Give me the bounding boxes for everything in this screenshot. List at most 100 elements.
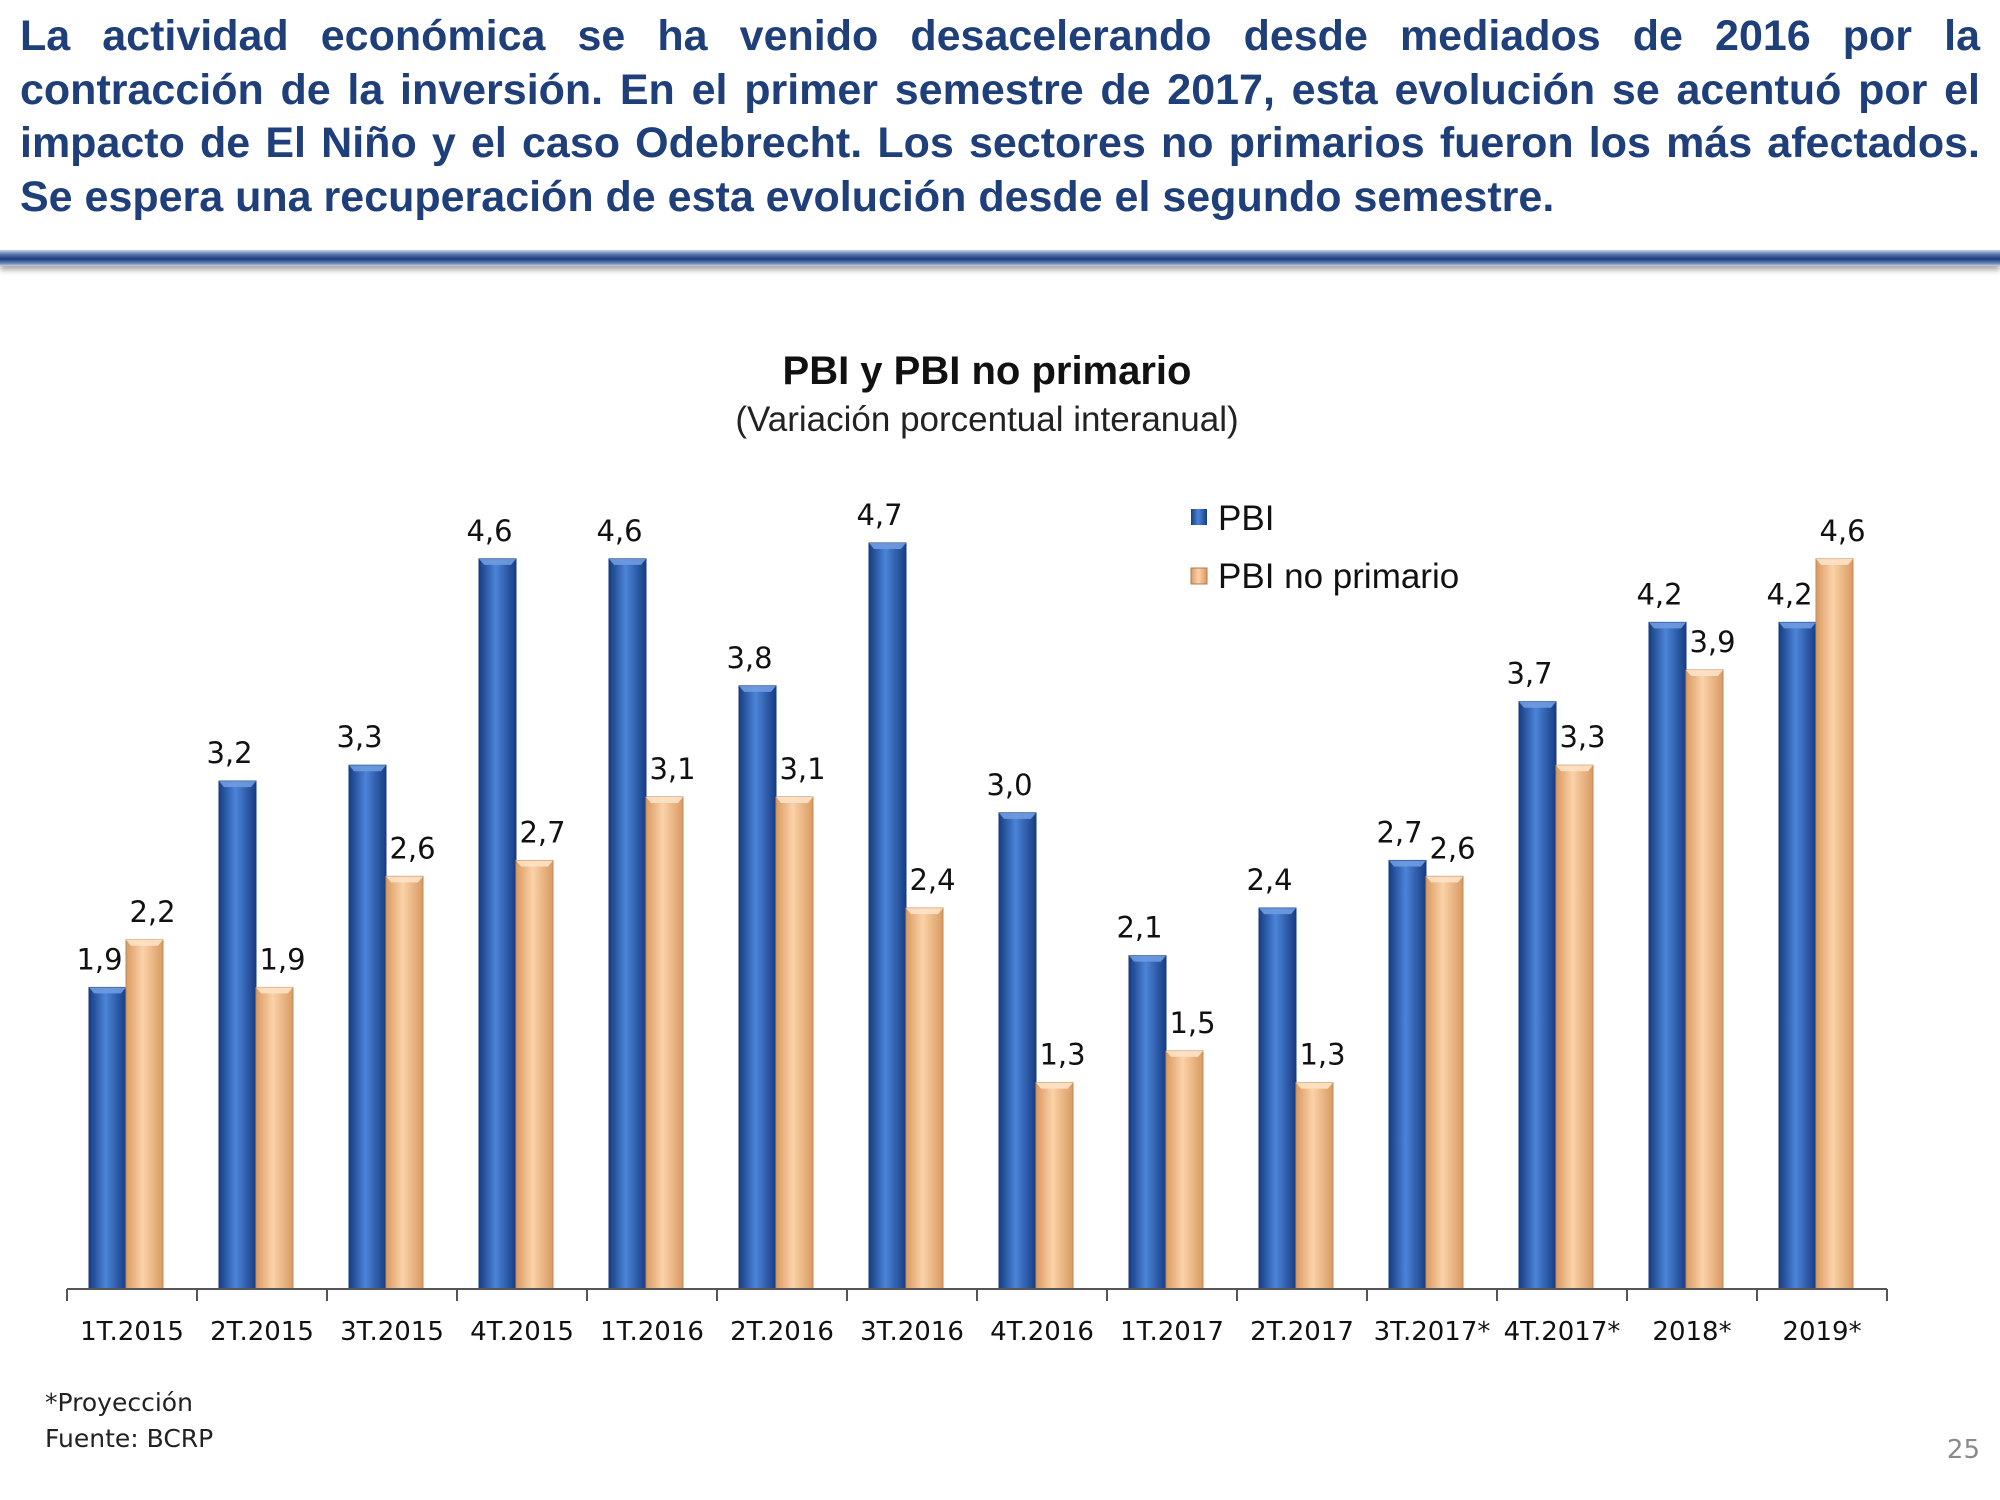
data-label-pbi-13: 4,2 <box>1766 577 1812 611</box>
bar-cap-pbi-5 <box>739 685 776 692</box>
bar-cap-pbi-no-primario-13 <box>1816 558 1853 565</box>
data-label-pbi-no-primario-1: 1,9 <box>259 942 305 976</box>
footnote: *Proyección Fuente: BCRP <box>45 1385 213 1457</box>
data-label-pbi-no-primario-4: 3,1 <box>649 752 695 786</box>
bar-pbi-no-primario-9 <box>1295 1082 1334 1290</box>
bar-pbi-8 <box>1128 955 1167 1290</box>
x-tick-label-6: 3T.2016 <box>860 1317 964 1347</box>
bar-pbi-no-primario-13 <box>1815 558 1854 1290</box>
data-label-pbi-no-primario-12: 3,9 <box>1689 625 1735 659</box>
bar-pbi-2 <box>348 764 387 1290</box>
chart-subtitle: (Variación porcentual interanual) <box>735 400 1238 439</box>
bar-cap-pbi-no-primario-10 <box>1426 876 1463 883</box>
data-label-pbi-9: 2,4 <box>1246 863 1292 897</box>
bar-pbi-no-primario-12 <box>1685 669 1724 1290</box>
chart-title: PBI y PBI no primario <box>783 349 1192 393</box>
data-label-pbi-no-primario-7: 1,3 <box>1039 1038 1085 1072</box>
bar-cap-pbi-8 <box>1129 955 1166 962</box>
bar-cap-pbi-11 <box>1519 701 1556 708</box>
x-tick-label-7: 4T.2016 <box>990 1317 1094 1347</box>
bar-cap-pbi-no-primario-1 <box>256 987 293 994</box>
data-label-pbi-0: 1,9 <box>76 942 122 976</box>
data-label-pbi-no-primario-9: 1,3 <box>1299 1038 1345 1072</box>
x-tick-label-1: 2T.2015 <box>210 1317 314 1347</box>
bar-cap-pbi-6 <box>869 543 906 549</box>
data-label-pbi-5: 3,8 <box>726 641 772 675</box>
bar-cap-pbi-0 <box>89 987 126 994</box>
projection-note: *Proyección <box>45 1388 193 1417</box>
data-label-pbi-no-primario-10: 2,6 <box>1429 831 1475 865</box>
bar-cap-pbi-no-primario-2 <box>386 876 423 883</box>
bar-cap-pbi-7 <box>999 812 1036 819</box>
bar-cap-pbi-no-primario-5 <box>776 796 813 803</box>
bar-cap-pbi-9 <box>1259 908 1296 915</box>
bar-pbi-no-primario-1 <box>255 986 294 1290</box>
bar-pbi-3 <box>478 558 517 1290</box>
source-note: Fuente: BCRP <box>45 1424 214 1453</box>
bar-cap-pbi-no-primario-9 <box>1296 1082 1333 1089</box>
data-label-pbi-12: 4,2 <box>1636 577 1682 611</box>
bar-pbi-13 <box>1778 621 1817 1290</box>
page-number: 25 <box>1946 1435 1980 1465</box>
bar-cap-pbi-2 <box>349 765 386 772</box>
bar-pbi-10 <box>1388 859 1427 1290</box>
data-label-pbi-2: 3,3 <box>336 720 382 754</box>
bar-pbi-no-primario-5 <box>775 796 814 1290</box>
x-tick-label-10: 3T.2017* <box>1374 1317 1491 1347</box>
data-label-pbi-no-primario-3: 2,7 <box>519 815 565 849</box>
data-label-pbi-11: 3,7 <box>1506 657 1552 691</box>
bar-cap-pbi-no-primario-0 <box>126 939 163 946</box>
bar-pbi-no-primario-0 <box>125 939 164 1290</box>
bar-cap-pbi-no-primario-4 <box>646 796 683 803</box>
data-label-pbi-7: 3,0 <box>986 768 1032 802</box>
bar-pbi-9 <box>1258 907 1297 1290</box>
data-label-pbi-no-primario-6: 2,4 <box>909 863 955 897</box>
bar-pbi-6 <box>868 542 907 1290</box>
bar-cap-pbi-3 <box>479 558 516 565</box>
legend-swatch-pbi-no-primario <box>1190 567 1208 585</box>
bar-cap-pbi-4 <box>609 558 646 565</box>
bar-pbi-11 <box>1518 701 1557 1290</box>
bar-pbi-no-primario-8 <box>1165 1050 1204 1290</box>
data-label-pbi-no-primario-5: 3,1 <box>779 752 825 786</box>
bars-layer <box>88 542 1854 1290</box>
x-tick-label-12: 2018* <box>1652 1317 1731 1347</box>
bar-pbi-1 <box>218 780 257 1290</box>
data-label-pbi-8: 2,1 <box>1116 911 1162 945</box>
x-tick-label-8: 1T.2017 <box>1120 1317 1224 1347</box>
bar-pbi-12 <box>1648 621 1687 1290</box>
data-label-pbi-no-primario-11: 3,3 <box>1559 720 1605 754</box>
data-label-pbi-4: 4,6 <box>596 514 642 548</box>
data-label-pbi-no-primario-0: 2,2 <box>129 895 175 929</box>
bar-chart: PBI y PBI no primario (Variación porcent… <box>66 349 1888 1347</box>
data-label-pbi-3: 4,6 <box>466 514 512 548</box>
bar-cap-pbi-no-primario-3 <box>516 860 553 867</box>
data-label-pbi-6: 4,7 <box>856 498 902 532</box>
legend-label-pbi: PBI <box>1218 499 1274 538</box>
bar-pbi-0 <box>88 986 127 1290</box>
bar-pbi-no-primario-6 <box>905 907 944 1290</box>
x-tick-label-0: 1T.2015 <box>80 1317 184 1347</box>
bar-pbi-5 <box>738 685 777 1290</box>
bar-cap-pbi-12 <box>1649 622 1686 629</box>
bar-pbi-no-primario-7 <box>1035 1082 1074 1290</box>
x-axis: 1T.2015 2T.2015 3T.2015 4T.2015 1T.2016 2T.20… <box>66 1288 1888 1347</box>
bar-cap-pbi-13 <box>1779 622 1816 629</box>
data-label-pbi-no-primario-13: 4,6 <box>1819 514 1865 548</box>
bar-cap-pbi-no-primario-7 <box>1036 1082 1073 1089</box>
bar-pbi-no-primario-11 <box>1555 764 1594 1290</box>
value-labels-layer: 1,93,2 3,34,6 4,63,84,73,02,12,42,73,74,2 4… <box>76 498 1865 1072</box>
chart-legend: PBI PBI no primario <box>1190 499 1459 596</box>
bar-pbi-no-primario-10 <box>1425 875 1464 1290</box>
x-tick-label-3: 4T.2015 <box>470 1317 574 1347</box>
x-tick-label-11: 4T.2017* <box>1504 1317 1621 1347</box>
bar-pbi-no-primario-3 <box>515 859 554 1290</box>
bar-cap-pbi-no-primario-8 <box>1166 1050 1203 1057</box>
bar-cap-pbi-no-primario-12 <box>1686 669 1723 676</box>
bar-pbi-no-primario-4 <box>645 796 684 1290</box>
legend-swatch-pbi <box>1191 509 1207 525</box>
bar-pbi-no-primario-2 <box>385 875 424 1290</box>
x-tick-label-5: 2T.2016 <box>730 1317 834 1347</box>
x-tick-label-4: 1T.2016 <box>600 1317 704 1347</box>
headline: La actividad económica se ha venido desa… <box>20 12 1980 221</box>
